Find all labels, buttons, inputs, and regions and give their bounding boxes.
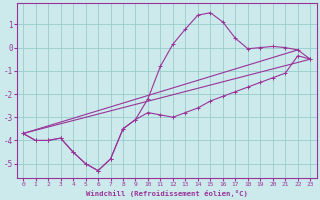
X-axis label: Windchill (Refroidissement éolien,°C): Windchill (Refroidissement éolien,°C) xyxy=(86,190,248,197)
